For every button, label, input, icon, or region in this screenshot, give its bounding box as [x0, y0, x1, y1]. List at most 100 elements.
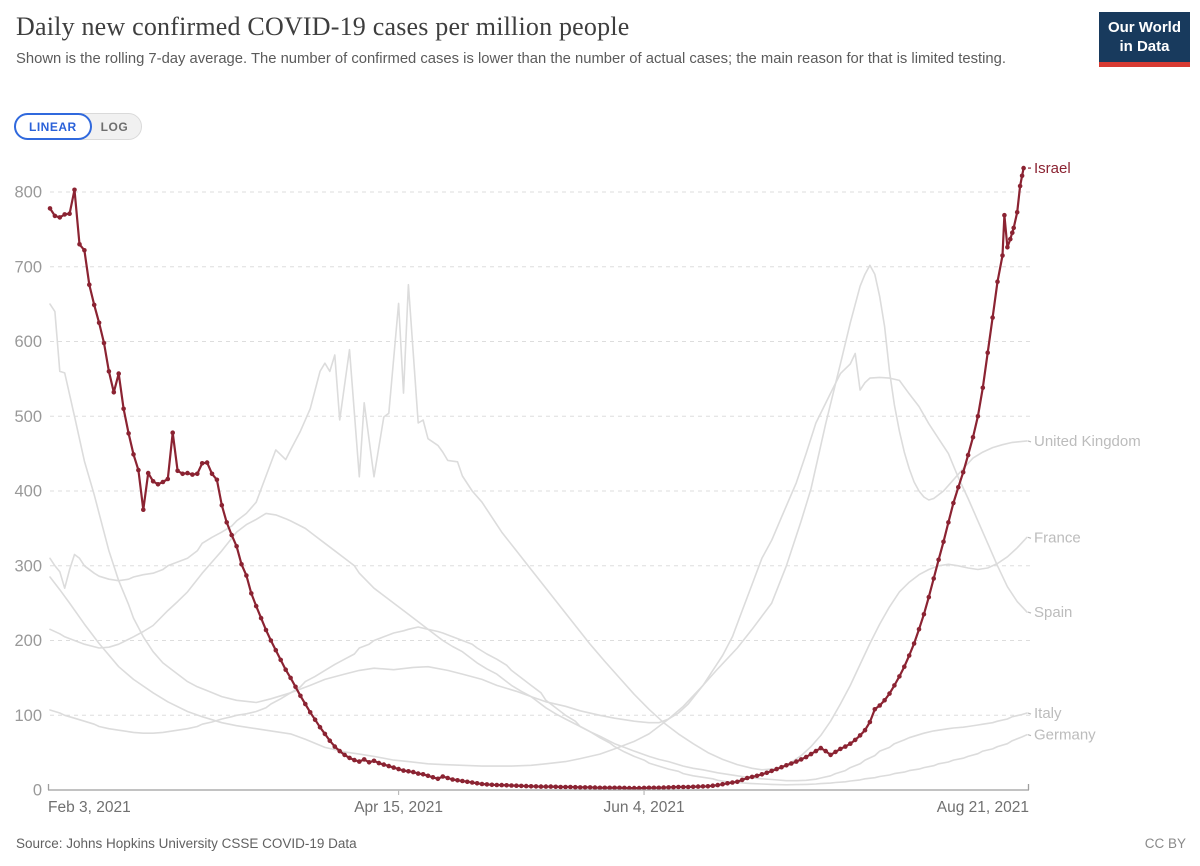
- series-label-germany[interactable]: Germany: [1034, 727, 1096, 744]
- data-point[interactable]: [469, 780, 475, 785]
- data-point[interactable]: [951, 500, 956, 506]
- data-point[interactable]: [381, 762, 387, 767]
- data-point[interactable]: [592, 785, 598, 790]
- data-point[interactable]: [597, 785, 603, 791]
- data-point[interactable]: [774, 766, 779, 772]
- data-point[interactable]: [848, 741, 853, 746]
- data-point[interactable]: [956, 485, 961, 490]
- data-point[interactable]: [175, 468, 180, 474]
- data-point[interactable]: [671, 784, 676, 790]
- data-point[interactable]: [87, 282, 92, 288]
- data-point[interactable]: [484, 782, 490, 787]
- data-point[interactable]: [553, 784, 558, 790]
- data-point[interactable]: [975, 414, 981, 419]
- data-point[interactable]: [499, 782, 505, 788]
- data-point[interactable]: [803, 754, 809, 760]
- data-point[interactable]: [131, 452, 136, 457]
- data-point[interactable]: [700, 784, 706, 789]
- data-point[interactable]: [789, 761, 794, 766]
- data-point[interactable]: [420, 772, 426, 777]
- data-point[interactable]: [558, 784, 563, 790]
- data-point[interactable]: [347, 755, 352, 761]
- data-point[interactable]: [1017, 183, 1023, 189]
- data-point[interactable]: [337, 748, 343, 754]
- data-point[interactable]: [538, 784, 544, 789]
- data-point[interactable]: [735, 779, 740, 785]
- data-point[interactable]: [366, 760, 372, 765]
- data-point[interactable]: [489, 782, 495, 788]
- data-point[interactable]: [798, 757, 804, 762]
- data-point[interactable]: [450, 777, 455, 782]
- data-point[interactable]: [136, 467, 141, 473]
- data-point[interactable]: [823, 748, 828, 754]
- data-point[interactable]: [357, 759, 362, 764]
- data-point[interactable]: [479, 781, 485, 787]
- data-point[interactable]: [725, 781, 730, 786]
- data-point[interactable]: [612, 785, 617, 791]
- data-point[interactable]: [636, 785, 642, 791]
- data-point[interactable]: [533, 784, 539, 789]
- data-point[interactable]: [1021, 165, 1026, 171]
- data-point[interactable]: [754, 773, 760, 779]
- data-point[interactable]: [204, 460, 210, 465]
- data-point[interactable]: [695, 784, 701, 789]
- data-point[interactable]: [209, 471, 215, 477]
- data-point[interactable]: [116, 371, 121, 376]
- data-point[interactable]: [921, 612, 927, 617]
- data-point[interactable]: [298, 693, 303, 699]
- data-point[interactable]: [445, 775, 451, 781]
- data-point[interactable]: [415, 771, 421, 776]
- series-label-israel[interactable]: Israel: [1034, 160, 1071, 177]
- data-point[interactable]: [249, 591, 254, 596]
- data-point[interactable]: [607, 785, 612, 791]
- data-point[interactable]: [239, 562, 244, 567]
- data-point[interactable]: [72, 187, 77, 193]
- data-point[interactable]: [843, 744, 848, 749]
- data-point[interactable]: [465, 779, 470, 785]
- data-point[interactable]: [1002, 212, 1007, 218]
- data-point[interactable]: [882, 698, 887, 703]
- data-point[interactable]: [965, 452, 971, 458]
- data-point[interactable]: [1005, 245, 1010, 250]
- data-point[interactable]: [1011, 225, 1016, 231]
- data-point[interactable]: [622, 785, 627, 791]
- data-point[interactable]: [857, 733, 863, 738]
- data-point[interactable]: [906, 653, 912, 658]
- data-point[interactable]: [219, 502, 225, 508]
- data-point[interactable]: [244, 573, 249, 578]
- data-point[interactable]: [646, 785, 652, 791]
- data-point[interactable]: [543, 784, 549, 789]
- data-point[interactable]: [990, 315, 995, 320]
- data-point[interactable]: [263, 627, 269, 633]
- data-point[interactable]: [705, 784, 711, 789]
- data-point[interactable]: [165, 476, 171, 482]
- data-point[interactable]: [577, 785, 583, 790]
- data-point[interactable]: [685, 784, 691, 790]
- data-point[interactable]: [617, 785, 622, 791]
- data-point[interactable]: [602, 785, 608, 791]
- data-point[interactable]: [1000, 253, 1005, 258]
- data-point[interactable]: [303, 701, 308, 707]
- data-point[interactable]: [199, 461, 205, 466]
- data-point[interactable]: [676, 784, 681, 790]
- data-point[interactable]: [641, 785, 647, 791]
- data-point[interactable]: [887, 691, 892, 696]
- series-line-italy[interactable]: [49, 512, 1028, 782]
- data-point[interactable]: [386, 763, 392, 769]
- data-point[interactable]: [126, 431, 131, 436]
- data-point[interactable]: [902, 664, 907, 669]
- data-point[interactable]: [396, 766, 401, 772]
- series-label-united-kingdom[interactable]: United Kingdom: [1034, 433, 1141, 450]
- data-point[interactable]: [587, 785, 593, 790]
- data-point[interactable]: [460, 778, 465, 784]
- data-point[interactable]: [401, 768, 406, 773]
- data-point[interactable]: [391, 765, 397, 770]
- data-point[interactable]: [862, 727, 868, 733]
- data-point[interactable]: [170, 430, 175, 436]
- data-point[interactable]: [195, 471, 200, 477]
- data-point[interactable]: [548, 784, 554, 789]
- data-point[interactable]: [509, 783, 514, 788]
- data-point[interactable]: [150, 479, 156, 484]
- data-point[interactable]: [1008, 236, 1013, 242]
- linear-scale-button[interactable]: LINEAR: [14, 113, 92, 140]
